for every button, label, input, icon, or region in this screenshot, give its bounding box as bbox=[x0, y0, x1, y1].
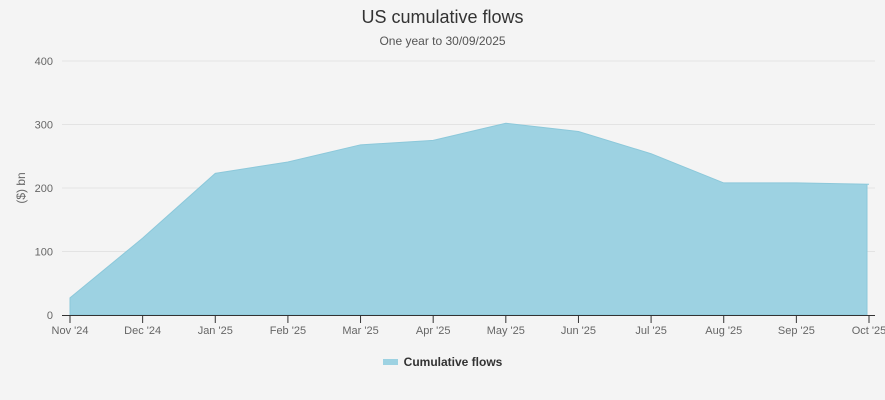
x-tick-label: Sep '25 bbox=[778, 325, 815, 337]
y-tick-label: 300 bbox=[35, 120, 53, 132]
chart-title: US cumulative flows bbox=[361, 7, 524, 27]
legend-label: Cumulative flows bbox=[403, 355, 503, 369]
x-tick-label: Dec '24 bbox=[124, 325, 161, 337]
x-tick-label: Jan '25 bbox=[198, 325, 233, 337]
y-tick-label: 100 bbox=[35, 247, 53, 259]
y-tick-label: 200 bbox=[35, 183, 53, 195]
x-tick-label: Oct '25 bbox=[852, 325, 885, 337]
x-tick-label: Feb '25 bbox=[270, 325, 306, 337]
y-tick-label: 400 bbox=[35, 56, 53, 68]
y-tick-label: 0 bbox=[47, 310, 53, 322]
x-tick-label: Aug '25 bbox=[705, 325, 742, 337]
x-tick-label: May '25 bbox=[487, 325, 525, 337]
area-series[interactable] bbox=[69, 122, 870, 316]
y-axis-title: ($) bn bbox=[14, 172, 28, 203]
legend-swatch bbox=[382, 359, 398, 365]
x-tick-label: Jun '25 bbox=[561, 325, 596, 337]
x-tick-label: Nov '24 bbox=[52, 325, 89, 337]
x-tick-label: Mar '25 bbox=[342, 325, 378, 337]
x-tick-label: Apr '25 bbox=[416, 325, 451, 337]
x-tick-label: Jul '25 bbox=[635, 325, 666, 337]
legend[interactable]: Cumulative flows bbox=[0, 355, 885, 369]
chart-subtitle: One year to 30/09/2025 bbox=[379, 34, 506, 48]
